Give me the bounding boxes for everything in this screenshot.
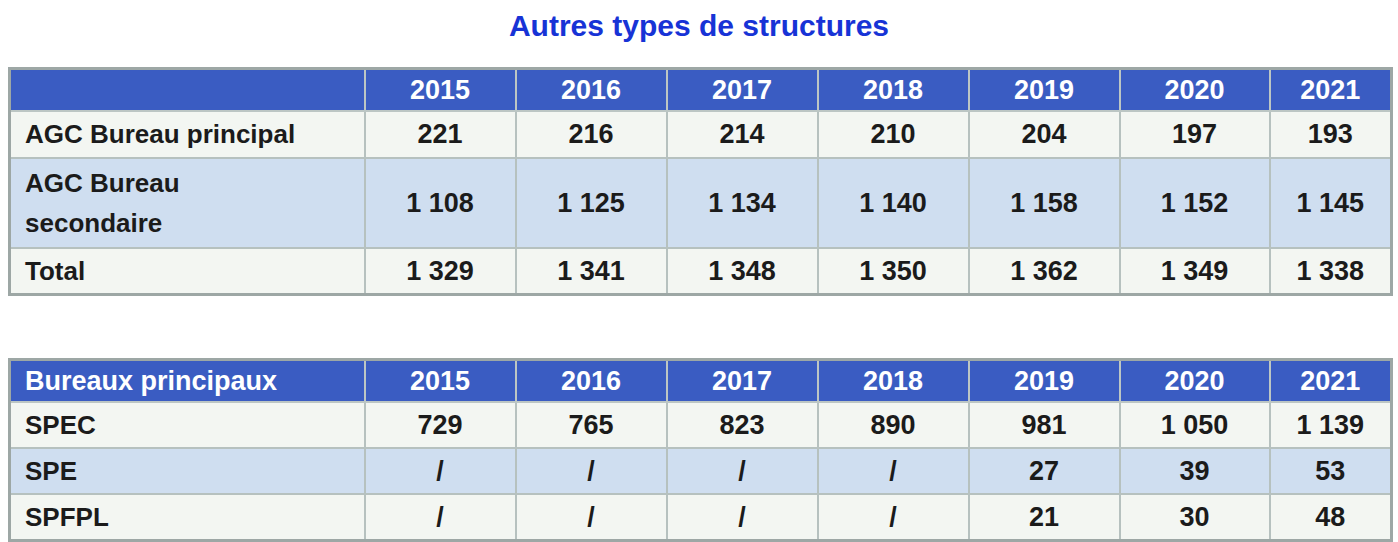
table-row-total: Total 1 329 1 341 1 348 1 350 1 362 1 34… bbox=[10, 248, 1392, 295]
data-cell: 27 bbox=[969, 448, 1120, 494]
data-cell: / bbox=[516, 494, 667, 541]
table-header-row: 2015 2016 2017 2018 2019 2020 2021 bbox=[10, 69, 1392, 112]
data-cell: 1 349 bbox=[1120, 248, 1270, 295]
year-header-cell: 2015 bbox=[365, 69, 516, 112]
data-cell: 39 bbox=[1120, 448, 1270, 494]
data-cell: / bbox=[667, 448, 818, 494]
data-cell: 1 125 bbox=[516, 158, 667, 248]
year-header-cell: 2015 bbox=[365, 360, 516, 403]
data-cell: 1 050 bbox=[1120, 402, 1270, 448]
data-cell: 823 bbox=[667, 402, 818, 448]
data-cell: 204 bbox=[969, 111, 1120, 158]
row-label-cell: SPFPL bbox=[10, 494, 365, 541]
data-cell: 48 bbox=[1270, 494, 1392, 541]
data-cell: / bbox=[818, 494, 969, 541]
year-header-cell: 2019 bbox=[969, 69, 1120, 112]
data-cell: 1 338 bbox=[1270, 248, 1392, 295]
data-cell: 1 341 bbox=[516, 248, 667, 295]
data-cell: / bbox=[818, 448, 969, 494]
year-header-cell: 2017 bbox=[667, 360, 818, 403]
autres-structures-table: 2015 2016 2017 2018 2019 2020 2021 AGC B… bbox=[8, 67, 1393, 296]
data-cell: / bbox=[667, 494, 818, 541]
year-header-cell: 2021 bbox=[1270, 360, 1392, 403]
data-cell: 765 bbox=[516, 402, 667, 448]
corner-header-cell bbox=[10, 69, 365, 112]
data-cell: 1 158 bbox=[969, 158, 1120, 248]
data-cell: 1 108 bbox=[365, 158, 516, 248]
year-header-cell: 2018 bbox=[818, 69, 969, 112]
data-cell: 981 bbox=[969, 402, 1120, 448]
page: Autres types de structures 2015 2016 201… bbox=[0, 0, 1398, 542]
row-label-cell: Total bbox=[10, 248, 365, 295]
year-header-cell: 2016 bbox=[516, 69, 667, 112]
data-cell: 21 bbox=[969, 494, 1120, 541]
data-cell: 197 bbox=[1120, 111, 1270, 158]
data-cell: 193 bbox=[1270, 111, 1392, 158]
row-label-cell: AGC Bureau principal bbox=[10, 111, 365, 158]
table-row-agc-bureau-principal: AGC Bureau principal 221 216 214 210 204… bbox=[10, 111, 1392, 158]
year-header-cell: 2020 bbox=[1120, 69, 1270, 112]
year-header-cell: 2021 bbox=[1270, 69, 1392, 112]
row-label-cell: SPEC bbox=[10, 402, 365, 448]
data-cell: 1 134 bbox=[667, 158, 818, 248]
year-header-cell: 2017 bbox=[667, 69, 818, 112]
data-cell: 210 bbox=[818, 111, 969, 158]
data-cell: 1 350 bbox=[818, 248, 969, 295]
bureaux-principaux-table: Bureaux principaux 2015 2016 2017 2018 2… bbox=[8, 358, 1393, 542]
bureaux-principaux-header-cell: Bureaux principaux bbox=[10, 360, 365, 403]
data-cell: 214 bbox=[667, 111, 818, 158]
data-cell: 1 348 bbox=[667, 248, 818, 295]
data-cell: 1 139 bbox=[1270, 402, 1392, 448]
data-cell: 1 140 bbox=[818, 158, 969, 248]
data-cell: 216 bbox=[516, 111, 667, 158]
table-row-spfpl: SPFPL / / / / 21 30 48 bbox=[10, 494, 1392, 541]
data-cell: 890 bbox=[818, 402, 969, 448]
year-header-cell: 2020 bbox=[1120, 360, 1270, 403]
row-label-cell: SPE bbox=[10, 448, 365, 494]
table-row-spe: SPE / / / / 27 39 53 bbox=[10, 448, 1392, 494]
table-row-spec: SPEC 729 765 823 890 981 1 050 1 139 bbox=[10, 402, 1392, 448]
data-cell: 1 362 bbox=[969, 248, 1120, 295]
data-cell: / bbox=[365, 494, 516, 541]
table-header-row: Bureaux principaux 2015 2016 2017 2018 2… bbox=[10, 360, 1392, 403]
year-header-cell: 2016 bbox=[516, 360, 667, 403]
row-label-cell: AGC Bureau secondaire bbox=[10, 158, 365, 248]
data-cell: 221 bbox=[365, 111, 516, 158]
year-header-cell: 2018 bbox=[818, 360, 969, 403]
data-cell: 1 329 bbox=[365, 248, 516, 295]
data-cell: 1 145 bbox=[1270, 158, 1392, 248]
page-title: Autres types de structures bbox=[0, 9, 1398, 43]
year-header-cell: 2019 bbox=[969, 360, 1120, 403]
data-cell: 53 bbox=[1270, 448, 1392, 494]
data-cell: 729 bbox=[365, 402, 516, 448]
data-cell: / bbox=[365, 448, 516, 494]
data-cell: / bbox=[516, 448, 667, 494]
data-cell: 30 bbox=[1120, 494, 1270, 541]
table-row-agc-bureau-secondaire: AGC Bureau secondaire 1 108 1 125 1 134 … bbox=[10, 158, 1392, 248]
data-cell: 1 152 bbox=[1120, 158, 1270, 248]
